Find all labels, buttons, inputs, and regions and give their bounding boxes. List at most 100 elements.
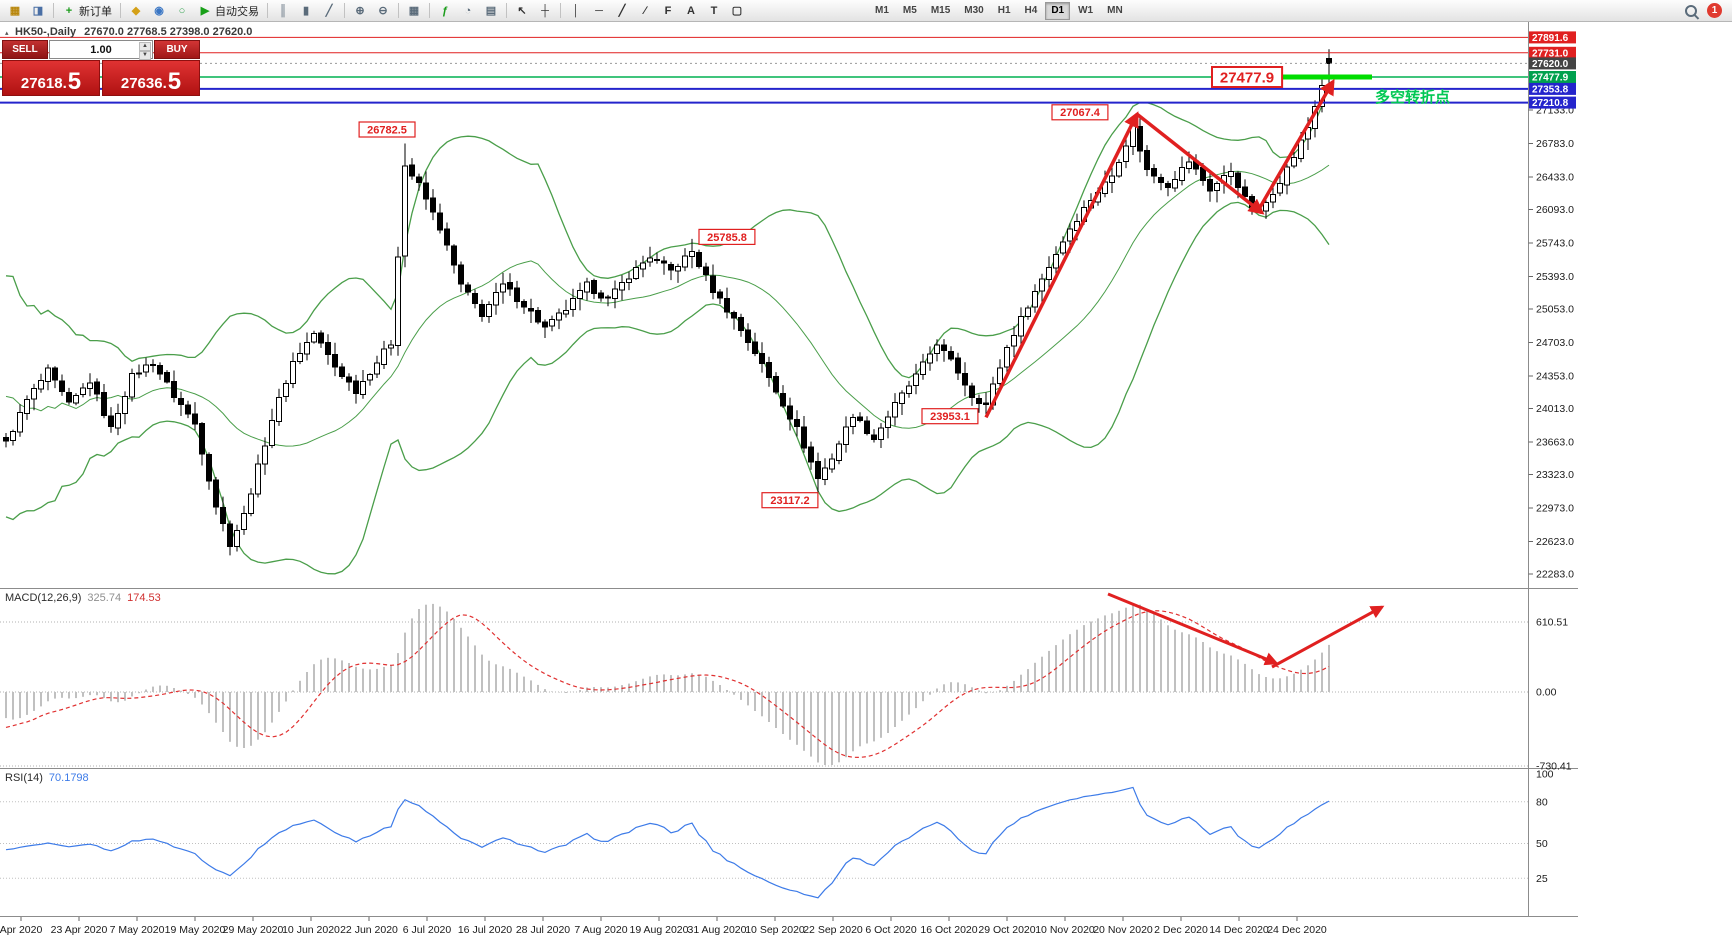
lot-size-field[interactable]: 1.00 ▲ ▼: [49, 40, 153, 60]
label-button[interactable]: T: [703, 1, 725, 21]
date-label: 22 Sep 2020: [803, 924, 863, 936]
candle: [192, 413, 198, 425]
timeframe-d1-button[interactable]: D1: [1045, 1, 1071, 20]
candle: [241, 512, 247, 531]
timeframe-h4-button[interactable]: H4: [1019, 2, 1044, 20]
timeframe-m15-button[interactable]: M15: [925, 2, 956, 20]
channel-button[interactable]: ∕: [634, 1, 656, 21]
crosshair-button[interactable]: ┼: [534, 1, 556, 21]
candlestick-mode-button[interactable]: ▮: [295, 1, 317, 21]
timeframe-m30-button[interactable]: M30: [958, 2, 989, 20]
sell-button[interactable]: SELL: [2, 40, 48, 59]
price-tag: 27353.8: [1529, 82, 1576, 95]
candle: [1151, 167, 1157, 177]
candle: [101, 392, 107, 416]
auto-trading-button[interactable]: ▶ 自动交易: [194, 1, 263, 21]
timeframe-m1-button[interactable]: M1: [869, 2, 895, 20]
new-order-button[interactable]: + 新订单: [58, 1, 116, 21]
candle: [1270, 193, 1276, 203]
lot-decrease-button[interactable]: ▼: [139, 51, 151, 60]
timeframe-mn-button[interactable]: MN: [1101, 2, 1129, 20]
candle: [654, 259, 660, 262]
timeframe-toolbar: M1 M5 M15 M30 H1 H4 D1 W1 MN: [869, 1, 1129, 20]
timeframe-h1-button[interactable]: H1: [992, 2, 1017, 20]
insert-indicator-button[interactable]: ƒ: [434, 1, 456, 21]
line-chart-mode-button[interactable]: ╱: [318, 1, 340, 21]
candle: [773, 376, 779, 393]
price-tick-label: 26433.0: [1536, 172, 1574, 184]
trend-arrow[interactable]: [984, 111, 1139, 419]
toolbar-separator: [53, 3, 54, 18]
buy-price-button[interactable]: 27636. 5: [102, 60, 200, 96]
turning-point-note[interactable]: 多空转折点: [1375, 88, 1450, 106]
text-button[interactable]: A: [680, 1, 702, 21]
candle: [199, 423, 205, 455]
chart-profiles-button[interactable]: ◨: [27, 1, 49, 21]
price-tick-label: 22973.0: [1536, 503, 1574, 515]
price-annotation-label[interactable]: 27477.9: [1211, 66, 1284, 88]
price-annotation-label[interactable]: 23117.2: [761, 492, 819, 509]
candle: [1018, 315, 1024, 337]
candle: [1158, 176, 1164, 184]
one-click-collapse-icon[interactable]: ▴: [5, 30, 9, 37]
candle: [472, 293, 478, 304]
trend-arrow[interactable]: [1135, 112, 1265, 215]
toolbar-separator: [120, 3, 121, 18]
candle: [444, 228, 450, 246]
price-tick-label: 26783.0: [1536, 138, 1574, 150]
shapes-button[interactable]: ▢: [726, 1, 748, 21]
rsi-value: 70.1798: [48, 772, 89, 784]
candle: [248, 493, 254, 514]
main-toolbar: ▦ ◨ + 新订单 ◆ ◉ ○ ▶ 自动交易 ║ ▮ ╱ ⊕ ⊖ ▦ ƒ ◔ ▤ ↖ ┼ │ ─ ╱ ∕ F A T ▢ M1 M5 M15…: [0, 0, 1732, 22]
time-period-button[interactable]: ◔: [457, 1, 479, 21]
zoom-in-button[interactable]: ⊕: [349, 1, 371, 21]
price-annotation-label[interactable]: 23953.1: [921, 408, 979, 425]
new-chart-button[interactable]: ▦: [4, 1, 26, 21]
candle: [1053, 253, 1059, 269]
macd-trend-arrow[interactable]: [1107, 592, 1279, 666]
price-annotation-label[interactable]: 26782.5: [358, 121, 416, 138]
candle: [878, 427, 884, 440]
lot-increase-button[interactable]: ▲: [139, 42, 151, 51]
candle: [388, 344, 394, 349]
timeframe-m5-button[interactable]: M5: [897, 2, 923, 20]
trendline-button[interactable]: ╱: [611, 1, 633, 21]
search-icon[interactable]: [1683, 3, 1699, 19]
candle: [486, 303, 492, 317]
trend-arrow[interactable]: [1256, 78, 1335, 212]
macd-trend-arrow[interactable]: [1271, 605, 1385, 669]
timeframe-w1-button[interactable]: W1: [1072, 2, 1099, 20]
price-annotation-label[interactable]: 27067.4: [1051, 104, 1109, 121]
candle: [948, 351, 954, 360]
bar-chart-mode-button[interactable]: ║: [272, 1, 294, 21]
ohlc-values: 27670.0 27768.5 27398.0 27620.0: [84, 26, 253, 38]
price-annotation-label[interactable]: 25785.8: [698, 228, 756, 245]
sell-price-button[interactable]: 27618. 5: [2, 60, 100, 96]
vertical-line-button[interactable]: │: [565, 1, 587, 21]
candle: [787, 405, 793, 420]
candle: [920, 361, 926, 376]
candle: [374, 362, 380, 375]
zoom-out-button[interactable]: ⊖: [372, 1, 394, 21]
crosshair-icon: ┼: [541, 4, 549, 17]
cursor-button[interactable]: ↖: [511, 1, 533, 21]
buy-button[interactable]: BUY: [154, 40, 200, 59]
candle: [759, 352, 765, 364]
ea-browser-button[interactable]: ◉: [148, 1, 170, 21]
fibonacci-button[interactable]: F: [657, 1, 679, 21]
candle: [332, 354, 338, 368]
ea-market-button[interactable]: ○: [171, 1, 193, 21]
notification-badge[interactable]: 1: [1707, 3, 1722, 18]
horizontal-line-button[interactable]: ─: [588, 1, 610, 21]
svg-text:27353.8: 27353.8: [1532, 84, 1569, 95]
templates-button[interactable]: ▤: [480, 1, 502, 21]
tile-windows-button[interactable]: ▦: [403, 1, 425, 21]
date-label: 16 Jul 2020: [458, 924, 512, 936]
ea-compile-button[interactable]: ◆: [125, 1, 147, 21]
chart-canvas[interactable]: 26782.5 25785.8 23117.2 23953.1 27067.4 27477…: [0, 22, 1732, 944]
candle: [304, 341, 310, 355]
candle: [710, 275, 716, 294]
candle: [892, 402, 898, 418]
candle: [206, 454, 212, 482]
candle: [283, 383, 289, 397]
